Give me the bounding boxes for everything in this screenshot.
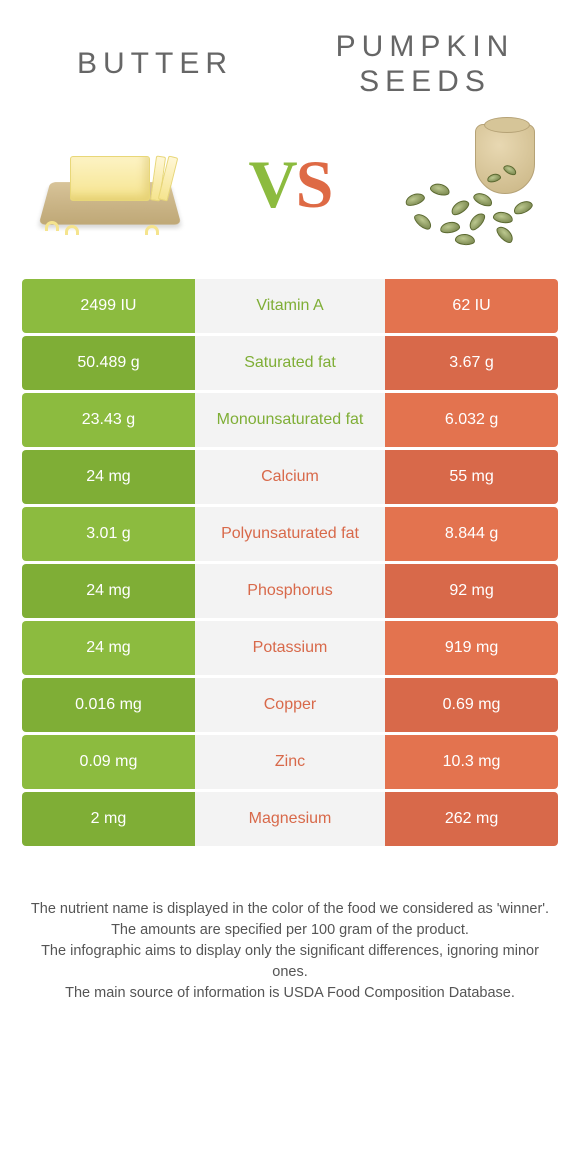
- left-value: 2499 IU: [22, 279, 195, 333]
- seed-icon: [429, 182, 451, 198]
- right-value: 92 mg: [385, 564, 558, 618]
- right-value: 6.032 g: [385, 393, 558, 447]
- pumpkin-seeds-illustration: [390, 119, 550, 249]
- left-value: 3.01 g: [22, 507, 195, 561]
- table-row: 2499 IUVitamin A62 IU: [22, 279, 558, 333]
- left-value: 24 mg: [22, 450, 195, 504]
- right-value: 0.69 mg: [385, 678, 558, 732]
- butter-illustration: [30, 119, 190, 249]
- right-value: 8.844 g: [385, 507, 558, 561]
- right-value: 919 mg: [385, 621, 558, 675]
- image-row: VS: [0, 109, 580, 279]
- table-row: 24 mgCalcium55 mg: [22, 450, 558, 504]
- seed-icon: [404, 191, 427, 208]
- seed-icon: [449, 197, 472, 217]
- table-row: 50.489 gSaturated fat3.67 g: [22, 336, 558, 390]
- seed-icon: [494, 224, 516, 246]
- seed-icon: [472, 190, 495, 208]
- footer-line: The nutrient name is displayed in the co…: [30, 899, 550, 920]
- vs-v: V: [249, 146, 296, 222]
- nutrient-label: Saturated fat: [195, 336, 385, 390]
- nutrient-label: Phosphorus: [195, 564, 385, 618]
- right-value: 55 mg: [385, 450, 558, 504]
- nutrient-label: Magnesium: [195, 792, 385, 846]
- right-value: 262 mg: [385, 792, 558, 846]
- seed-icon: [512, 198, 535, 216]
- right-value: 3.67 g: [385, 336, 558, 390]
- left-value: 0.09 mg: [22, 735, 195, 789]
- nutrient-label: Monounsaturated fat: [195, 393, 385, 447]
- right-food-title: Pumpkin Seeds: [290, 30, 560, 99]
- left-value: 24 mg: [22, 621, 195, 675]
- table-row: 24 mgPotassium919 mg: [22, 621, 558, 675]
- seed-icon: [455, 233, 476, 246]
- table-row: 24 mgPhosphorus92 mg: [22, 564, 558, 618]
- nutrient-label: Potassium: [195, 621, 385, 675]
- seed-icon: [466, 210, 487, 232]
- left-value: 2 mg: [22, 792, 195, 846]
- vs-s: S: [296, 146, 332, 222]
- seed-icon: [412, 211, 434, 232]
- seed-icon: [492, 210, 514, 224]
- nutrient-label: Calcium: [195, 450, 385, 504]
- footer-line: The main source of information is USDA F…: [30, 983, 550, 1004]
- right-value: 62 IU: [385, 279, 558, 333]
- left-value: 50.489 g: [22, 336, 195, 390]
- table-row: 2 mgMagnesium262 mg: [22, 792, 558, 846]
- left-value: 23.43 g: [22, 393, 195, 447]
- left-value: 24 mg: [22, 564, 195, 618]
- nutrient-label: Copper: [195, 678, 385, 732]
- table-row: 23.43 gMonounsaturated fat6.032 g: [22, 393, 558, 447]
- footer-line: The amounts are specified per 100 gram o…: [30, 920, 550, 941]
- nutrient-label: Polyunsaturated fat: [195, 507, 385, 561]
- nutrient-table: 2499 IUVitamin A62 IU50.489 gSaturated f…: [0, 279, 580, 846]
- vs-label: VS: [249, 145, 332, 224]
- left-value: 0.016 mg: [22, 678, 195, 732]
- left-food-title: Butter: [20, 47, 290, 82]
- nutrient-label: Zinc: [195, 735, 385, 789]
- right-value: 10.3 mg: [385, 735, 558, 789]
- comparison-header: Butter Pumpkin Seeds: [0, 0, 580, 109]
- nutrient-label: Vitamin A: [195, 279, 385, 333]
- table-row: 0.016 mgCopper0.69 mg: [22, 678, 558, 732]
- seed-icon: [439, 220, 461, 234]
- table-row: 3.01 gPolyunsaturated fat8.844 g: [22, 507, 558, 561]
- table-row: 0.09 mgZinc10.3 mg: [22, 735, 558, 789]
- footer-line: The infographic aims to display only the…: [30, 941, 550, 983]
- footer-notes: The nutrient name is displayed in the co…: [0, 849, 580, 1004]
